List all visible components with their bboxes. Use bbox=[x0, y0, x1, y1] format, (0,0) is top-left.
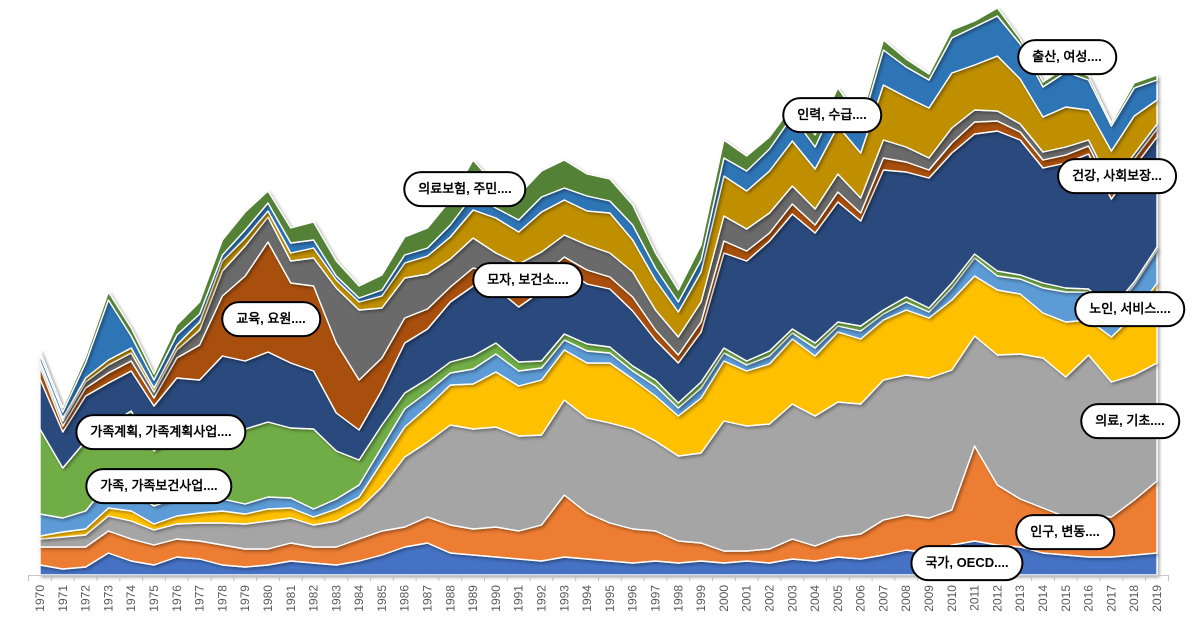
x-axis-label: 2015 bbox=[1059, 585, 1073, 612]
x-axis-label: 2006 bbox=[854, 585, 868, 612]
x-axis-label: 1983 bbox=[329, 585, 343, 612]
x-axis-label: 2003 bbox=[785, 585, 799, 612]
topic-callout-1: 가족, 가족보건사업.... bbox=[85, 468, 233, 504]
topic-callout-7: 건강, 사회보장... bbox=[1057, 158, 1177, 194]
topic-callout-2: 교육, 요원.... bbox=[221, 301, 321, 337]
x-axis-label: 2010 bbox=[945, 585, 959, 612]
x-axis-label: 1973 bbox=[101, 585, 115, 612]
x-axis-label: 2001 bbox=[740, 585, 754, 612]
x-axis-label: 1980 bbox=[261, 585, 275, 612]
x-axis-label: 2016 bbox=[1082, 585, 1096, 612]
x-axis-label: 1975 bbox=[147, 585, 161, 612]
topic-callout-11: 국가, OECD.... bbox=[910, 545, 1024, 581]
x-axis-label: 1972 bbox=[79, 585, 93, 612]
topic-callout-4: 모자, 보건소.... bbox=[472, 262, 584, 298]
x-axis-label: 2000 bbox=[717, 585, 731, 612]
x-axis-label: 1992 bbox=[535, 585, 549, 612]
topic-callout-0: 가족계획, 가족계획사업.... bbox=[75, 414, 247, 450]
x-axis-label: 1976 bbox=[170, 585, 184, 612]
x-axis-label: 1997 bbox=[648, 585, 662, 612]
x-axis-label: 2007 bbox=[876, 585, 890, 612]
topic-callout-8: 노인, 서비스.... bbox=[1074, 291, 1186, 327]
x-axis-label: 2019 bbox=[1150, 585, 1164, 612]
x-axis-label: 1995 bbox=[603, 585, 617, 612]
x-axis-label: 1986 bbox=[398, 585, 412, 612]
x-axis-label: 1989 bbox=[466, 585, 480, 612]
topic-callout-5: 인력, 수급.... bbox=[782, 97, 882, 133]
x-axis-label: 1978 bbox=[215, 585, 229, 612]
x-axis-label: 1985 bbox=[375, 585, 389, 612]
x-axis-label: 1984 bbox=[352, 585, 366, 612]
topic-callout-9: 의료, 기초.... bbox=[1080, 403, 1180, 439]
topic-callout-3: 의료보험, 주민.... bbox=[403, 171, 527, 207]
x-axis-label: 1998 bbox=[671, 585, 685, 612]
x-axis-label: 2008 bbox=[899, 585, 913, 612]
series-area-11 bbox=[39, 7, 1158, 413]
x-axis-label: 1990 bbox=[489, 585, 503, 612]
x-axis-label: 2002 bbox=[762, 585, 776, 612]
x-axis-label: 1987 bbox=[421, 585, 435, 612]
x-axis-label: 2012 bbox=[990, 585, 1004, 612]
x-axis-label: 1999 bbox=[694, 585, 708, 612]
x-axis-label: 1979 bbox=[238, 585, 252, 612]
x-axis-label: 1981 bbox=[284, 585, 298, 612]
topic-callout-10: 인구, 변동.... bbox=[1015, 514, 1115, 550]
x-axis-label: 1993 bbox=[557, 585, 571, 612]
x-axis-label: 2018 bbox=[1127, 585, 1141, 612]
x-axis-label: 1988 bbox=[443, 585, 457, 612]
x-axis-label: 2014 bbox=[1036, 585, 1050, 612]
x-axis-label: 2017 bbox=[1104, 585, 1118, 612]
x-axis-label: 2009 bbox=[922, 585, 936, 612]
x-axis-label: 1974 bbox=[124, 585, 138, 612]
topic-callout-6: 출산, 여성.... bbox=[1017, 39, 1117, 75]
x-axis-label: 1971 bbox=[56, 585, 70, 612]
x-axis-label: 2005 bbox=[831, 585, 845, 612]
x-axis-label: 1970 bbox=[33, 585, 47, 612]
x-axis-label: 2004 bbox=[808, 585, 822, 612]
x-axis-label: 1991 bbox=[512, 585, 526, 612]
x-axis-label: 2013 bbox=[1013, 585, 1027, 612]
x-axis-label: 1994 bbox=[580, 585, 594, 612]
x-axis-label: 2011 bbox=[968, 585, 982, 611]
x-axis-label: 1977 bbox=[193, 585, 207, 612]
x-axis-label: 1996 bbox=[626, 585, 640, 612]
x-axis-label: 1982 bbox=[307, 585, 321, 612]
